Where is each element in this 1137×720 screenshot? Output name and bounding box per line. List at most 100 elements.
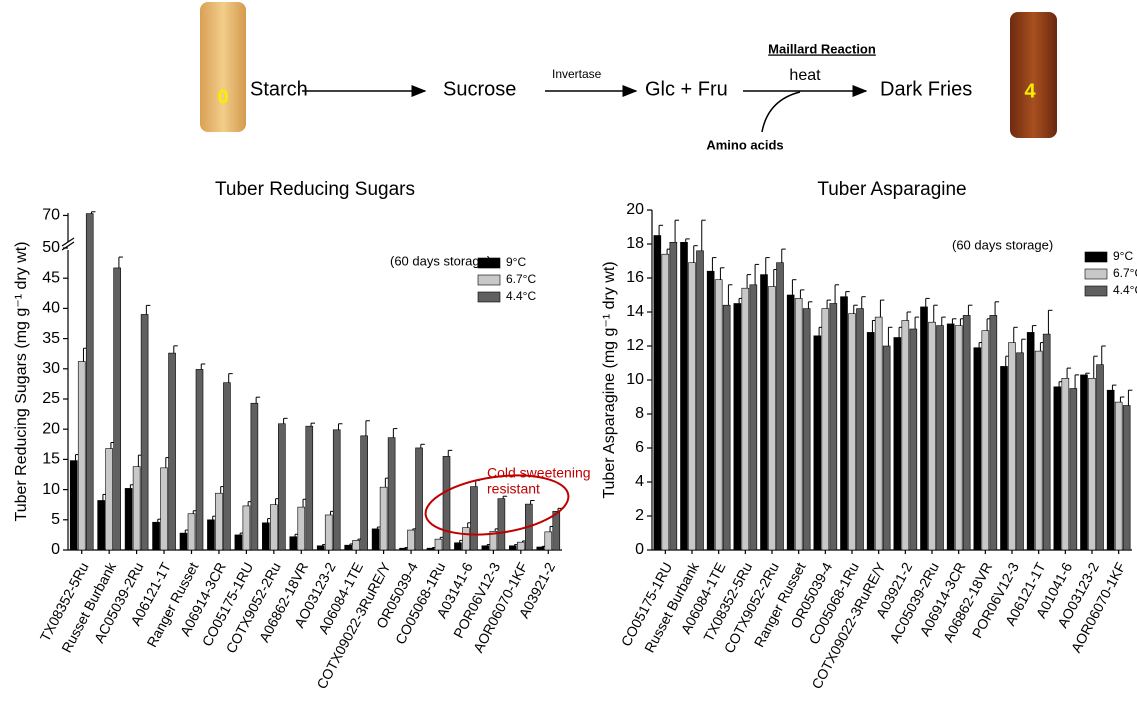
bar xyxy=(545,532,552,550)
y-tick-label: 8 xyxy=(635,405,644,422)
condition: heat xyxy=(789,67,821,84)
bar xyxy=(982,331,989,550)
step: Dark Fries xyxy=(880,78,972,100)
bar xyxy=(345,545,352,550)
bar xyxy=(78,362,85,550)
y-tick-label: 40 xyxy=(42,300,60,317)
bar xyxy=(1027,332,1034,550)
bar xyxy=(1070,389,1077,551)
y-tick-label: 10 xyxy=(626,371,644,388)
dark-fry xyxy=(1010,12,1057,138)
bar xyxy=(435,539,442,550)
y-tick-label: 35 xyxy=(42,330,60,347)
bar xyxy=(243,506,250,550)
chart-title: Tuber Asparagine xyxy=(817,179,966,200)
reaction: Maillard Reaction xyxy=(768,41,876,56)
reactant-link xyxy=(762,92,800,132)
legend-swatch xyxy=(478,292,500,302)
bar xyxy=(902,321,909,551)
bar xyxy=(270,505,277,550)
bar xyxy=(498,499,505,550)
y-tick-label: 45 xyxy=(42,269,60,286)
bar xyxy=(553,511,560,550)
bar xyxy=(125,488,132,550)
legend-swatch xyxy=(1085,252,1107,262)
bar xyxy=(777,263,784,550)
y-tick-label: 2 xyxy=(635,507,644,524)
reactant: Amino acids xyxy=(706,137,783,152)
bar xyxy=(353,540,360,550)
bar xyxy=(1081,375,1088,550)
y-tick-label: 15 xyxy=(42,451,60,468)
bar xyxy=(761,275,768,550)
bar xyxy=(400,548,407,550)
y-tick-label: 12 xyxy=(626,337,644,354)
bar xyxy=(215,493,222,550)
y-tick-label: 20 xyxy=(626,201,644,218)
bar xyxy=(251,403,258,550)
y-axis-label: Tuber Reducing Sugars (mg g⁻¹ dry wt) xyxy=(13,242,30,522)
y-tick-label: 20 xyxy=(42,420,60,437)
legend-swatch xyxy=(478,258,500,268)
bar xyxy=(1054,387,1061,550)
bar xyxy=(963,315,970,550)
step: Sucrose xyxy=(443,78,516,100)
bar xyxy=(1009,343,1016,550)
bar xyxy=(141,314,148,550)
bar xyxy=(1107,390,1114,550)
bar xyxy=(715,280,722,550)
bar xyxy=(670,242,677,550)
legend-label: 6.7°C xyxy=(1113,266,1137,280)
bar xyxy=(454,543,461,550)
y-tick-label: 18 xyxy=(626,235,644,252)
bar xyxy=(1123,406,1130,551)
y-tick-label: 50 xyxy=(42,239,60,256)
bar xyxy=(298,507,305,550)
bar xyxy=(654,236,661,551)
bar xyxy=(114,268,121,550)
bar xyxy=(841,297,848,550)
bar xyxy=(462,528,469,550)
bar xyxy=(306,426,313,550)
y-tick-label: 16 xyxy=(626,269,644,286)
bar xyxy=(223,383,230,550)
annotation: (60 days storage) xyxy=(390,253,491,268)
bar xyxy=(196,369,203,550)
bar xyxy=(867,332,874,550)
callout: resistant xyxy=(487,481,540,497)
bar xyxy=(161,468,168,550)
bar xyxy=(921,307,928,550)
y-tick-label: 4 xyxy=(635,473,644,490)
bar xyxy=(1089,378,1096,550)
bar xyxy=(830,304,837,551)
bar xyxy=(106,449,113,550)
y-tick-label: 70 xyxy=(42,207,60,224)
bar xyxy=(1062,378,1069,550)
bar xyxy=(70,461,77,550)
axis-break xyxy=(62,242,74,250)
bar xyxy=(317,546,324,550)
legend-swatch xyxy=(1085,269,1107,279)
bar xyxy=(416,448,423,550)
bar xyxy=(427,548,434,550)
bar xyxy=(517,542,524,550)
bar xyxy=(98,500,105,550)
bar xyxy=(1043,334,1050,550)
bar xyxy=(262,523,269,550)
bar xyxy=(910,329,917,550)
bar xyxy=(537,547,544,550)
bar xyxy=(235,535,242,550)
bar xyxy=(697,251,704,550)
bar xyxy=(1115,402,1122,550)
bar xyxy=(849,314,856,550)
bar xyxy=(482,546,489,550)
bar xyxy=(990,315,997,550)
bar xyxy=(937,326,944,550)
step: Starch xyxy=(250,78,308,100)
fry-score: 0 xyxy=(217,86,228,108)
y-tick-label: 10 xyxy=(42,481,60,498)
bar xyxy=(883,346,890,550)
legend-label: 4.4°C xyxy=(506,289,536,303)
bar xyxy=(875,317,882,550)
bar xyxy=(681,242,688,550)
